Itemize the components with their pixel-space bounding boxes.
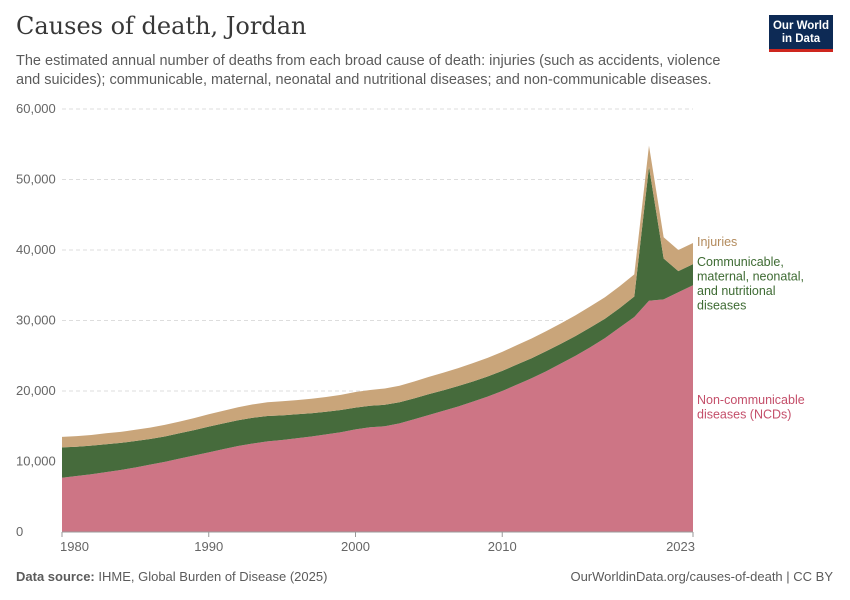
area-series bbox=[62, 145, 693, 532]
logo-line-1: Our World bbox=[772, 19, 829, 32]
x-tick-label: 1990 bbox=[194, 539, 223, 554]
source-url[interactable]: OurWorldinData.org/causes-of-death | CC … bbox=[570, 569, 833, 584]
y-tick-label: 0 bbox=[16, 524, 23, 539]
series-label-line: Communicable, bbox=[697, 255, 784, 269]
series-label-ncds[interactable]: Non-communicable diseases (NCDs) bbox=[697, 393, 805, 422]
series-label-line: diseases (NCDs) bbox=[697, 408, 791, 422]
series-label-line: Injuries bbox=[697, 235, 737, 249]
data-source-text[interactable]: IHME, Global Burden of Disease (2025) bbox=[98, 569, 328, 584]
series-label-line: diseases bbox=[697, 299, 746, 313]
series-label-line: maternal, neonatal, bbox=[697, 270, 804, 284]
y-tick-label: 60,000 bbox=[16, 101, 56, 116]
area-communicable[interactable] bbox=[62, 166, 693, 478]
x-tick-label: 2010 bbox=[488, 539, 517, 554]
y-tick-label: 20,000 bbox=[16, 383, 56, 398]
axes: 0 10,000 20,000 30,000 40,000 50,000 60,000 198… bbox=[16, 101, 695, 554]
chart-title: Causes of death, Jordan bbox=[16, 12, 307, 40]
y-tick-label: 40,000 bbox=[16, 242, 56, 257]
series-label-line: Non-communicable bbox=[697, 393, 805, 407]
data-source: Data source: IHME, Global Burden of Dise… bbox=[16, 569, 327, 584]
y-tick-label: 50,000 bbox=[16, 172, 56, 187]
owid-logo[interactable]: Our World in Data bbox=[769, 15, 833, 52]
data-source-label: Data source: bbox=[16, 569, 95, 584]
logo-line-2: in Data bbox=[781, 32, 821, 45]
x-tick-label: 2000 bbox=[341, 539, 370, 554]
x-tick-label: 2023 bbox=[666, 539, 695, 554]
series-label-injuries[interactable]: Injuries bbox=[697, 235, 737, 249]
series-label-communicable[interactable]: Communicable, maternal, neonatal, and nutr… bbox=[697, 255, 804, 313]
chart-subtitle: The estimated annual number of deaths fr… bbox=[16, 53, 721, 88]
area-ncds[interactable] bbox=[62, 285, 693, 532]
series-labels: Non-communicable diseases (NCDs) Communica… bbox=[697, 235, 805, 422]
x-tick-label: 1980 bbox=[60, 539, 89, 554]
y-tick-label: 30,000 bbox=[16, 313, 56, 328]
series-label-line: and nutritional bbox=[697, 284, 776, 298]
y-tick-label: 10,000 bbox=[16, 454, 56, 469]
